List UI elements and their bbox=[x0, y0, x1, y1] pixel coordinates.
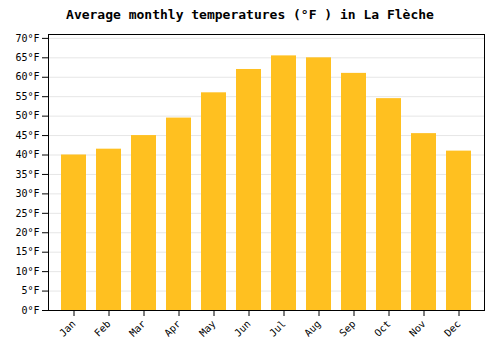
svg-text:Aug: Aug bbox=[302, 318, 323, 339]
svg-text:Oct: Oct bbox=[372, 318, 393, 339]
svg-text:Dec: Dec bbox=[442, 318, 463, 339]
svg-text:Jan: Jan bbox=[57, 318, 78, 339]
svg-text:Jul: Jul bbox=[267, 318, 288, 339]
svg-text:50°F: 50°F bbox=[15, 110, 39, 121]
svg-text:Apr: Apr bbox=[162, 318, 183, 339]
svg-text:10°F: 10°F bbox=[15, 266, 39, 277]
svg-text:Jun: Jun bbox=[232, 318, 253, 339]
svg-text:15°F: 15°F bbox=[15, 246, 39, 257]
svg-text:Feb: Feb bbox=[92, 318, 113, 339]
svg-text:20°F: 20°F bbox=[15, 227, 39, 238]
svg-text:55°F: 55°F bbox=[15, 91, 39, 102]
svg-text:Sep: Sep bbox=[337, 318, 358, 339]
svg-text:70°F: 70°F bbox=[15, 33, 39, 44]
svg-text:60°F: 60°F bbox=[15, 71, 39, 82]
svg-text:Nov: Nov bbox=[407, 318, 428, 339]
svg-text:0°F: 0°F bbox=[21, 305, 39, 316]
svg-text:25°F: 25°F bbox=[15, 208, 39, 219]
svg-text:May: May bbox=[197, 318, 218, 339]
svg-text:65°F: 65°F bbox=[15, 52, 39, 63]
svg-text:40°F: 40°F bbox=[15, 149, 39, 160]
svg-text:5°F: 5°F bbox=[21, 285, 39, 296]
svg-text:30°F: 30°F bbox=[15, 188, 39, 199]
svg-text:35°F: 35°F bbox=[15, 169, 39, 180]
svg-text:45°F: 45°F bbox=[15, 130, 39, 141]
html-text:Average monthly temperatures (: Average monthly temperatures (°F ) in La… bbox=[66, 7, 434, 22]
svg-text:Mar: Mar bbox=[127, 318, 148, 339]
